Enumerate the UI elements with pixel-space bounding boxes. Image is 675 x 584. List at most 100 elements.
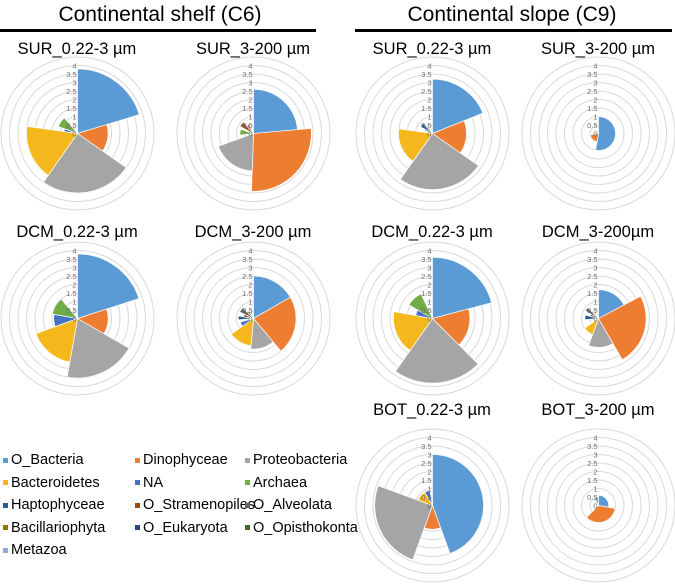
- tick-label: 2: [593, 467, 597, 476]
- polar-chart-shelf-dcm-0-22-3-m: 00.511.522.533.54: [0, 240, 156, 397]
- tick-label: 4: [72, 246, 76, 255]
- tick-label: 3.5: [242, 255, 252, 264]
- tick-label: 2.5: [421, 87, 431, 96]
- segment-proteobacteria: [218, 133, 253, 170]
- tick-label: 4: [72, 61, 76, 70]
- tick-label: 0.5: [66, 306, 76, 315]
- tick-label: 1: [248, 297, 252, 306]
- tick-label: 1: [72, 112, 76, 121]
- legend-label: O_Bacteria: [11, 452, 84, 468]
- segment-o-bacteria: [77, 253, 138, 318]
- tick-label: 0: [248, 129, 252, 138]
- legend-swatch: [135, 525, 140, 530]
- legend-item-o-opisthokonta: O_Opisthokonta: [245, 520, 358, 536]
- tick-label: 3: [248, 78, 252, 87]
- tick-label: 3.5: [587, 442, 597, 451]
- tick-label: 4: [427, 433, 431, 442]
- polar-chart-slope-sur-0-22-3-m: 00.511.522.533.54: [354, 55, 511, 212]
- tick-label: 1.5: [66, 104, 76, 113]
- legend-label: Haptophyceae: [11, 497, 105, 513]
- chart-title: BOT_3-200 µm: [513, 401, 675, 420]
- tick-label: 2: [593, 280, 597, 289]
- tick-label: 0.5: [421, 306, 431, 315]
- tick-label: 2: [427, 280, 431, 289]
- legend-item-bacteroidetes: Bacteroidetes: [3, 475, 100, 491]
- tick-label: 1: [72, 297, 76, 306]
- header-continental-slope: Continental slope (C9): [352, 3, 672, 27]
- tick-label: 3.5: [421, 255, 431, 264]
- legend-item-proteobacteria: Proteobacteria: [245, 452, 347, 468]
- tick-label: 4: [427, 246, 431, 255]
- tick-label: 1.5: [421, 104, 431, 113]
- legend-label: Bacteroidetes: [11, 475, 100, 491]
- tick-label: 0.5: [66, 121, 76, 130]
- legend-item-bacillariophyta: Bacillariophyta: [3, 520, 105, 536]
- legend-swatch: [3, 503, 8, 508]
- tick-label: 3.5: [587, 70, 597, 79]
- legend-swatch: [3, 525, 8, 530]
- tick-label: 2: [427, 95, 431, 104]
- tick-label: 0: [248, 314, 252, 323]
- tick-label: 0: [427, 314, 431, 323]
- tick-label: 0.5: [242, 121, 252, 130]
- legend-swatch: [245, 503, 250, 508]
- legend-item-o-bacteria: O_Bacteria: [3, 452, 84, 468]
- tick-label: 1.5: [66, 289, 76, 298]
- tick-label: 1: [427, 112, 431, 121]
- tick-label: 3: [427, 263, 431, 272]
- legend-swatch: [245, 480, 250, 485]
- legend-swatch: [245, 458, 250, 463]
- legend-label: O_Opisthokonta: [253, 520, 358, 536]
- tick-label: 2.5: [66, 87, 76, 96]
- polar-chart-slope-dcm-3-200-m: 00.511.522.533.54: [520, 240, 675, 397]
- polar-chart-shelf-sur-0-22-3-m: 00.511.522.533.54: [0, 55, 156, 212]
- tick-label: 0.5: [587, 121, 597, 130]
- tick-label: 0: [593, 314, 597, 323]
- tick-label: 0.5: [421, 121, 431, 130]
- tick-label: 1: [593, 484, 597, 493]
- tick-label: 3: [593, 78, 597, 87]
- tick-label: 1.5: [587, 289, 597, 298]
- segment-o-bacteria: [253, 89, 297, 133]
- tick-label: 3: [593, 450, 597, 459]
- legend-item-dinophyceae: Dinophyceae: [135, 452, 228, 468]
- legend-swatch: [135, 458, 140, 463]
- legend-swatch: [245, 525, 250, 530]
- legend-item-metazoa: Metazoa: [3, 542, 67, 558]
- tick-label: 2: [427, 467, 431, 476]
- legend-swatch: [3, 480, 8, 485]
- legend-label: Archaea: [253, 475, 307, 491]
- tick-label: 3.5: [242, 70, 252, 79]
- legend-label: Dinophyceae: [143, 452, 228, 468]
- tick-label: 2: [72, 280, 76, 289]
- chart-title: BOT_0.22-3 µm: [347, 401, 517, 420]
- tick-label: 2.5: [421, 272, 431, 281]
- header-shelf-underline: [0, 29, 316, 32]
- legend-swatch: [135, 503, 140, 508]
- tick-label: 0: [72, 129, 76, 138]
- legend-item-o-eukaryota: O_Eukaryota: [135, 520, 228, 536]
- segment-o-bacteria: [77, 68, 139, 133]
- tick-label: 2.5: [587, 272, 597, 281]
- tick-label: 0: [72, 314, 76, 323]
- tick-label: 0.5: [421, 493, 431, 502]
- polar-chart-slope-sur-3-200-m: 00.511.522.533.54: [520, 55, 675, 212]
- tick-label: 3.5: [66, 255, 76, 264]
- segment-dinophyceae: [251, 128, 311, 191]
- tick-label: 2.5: [242, 272, 252, 281]
- tick-label: 4: [593, 433, 597, 442]
- tick-label: 3.5: [421, 70, 431, 79]
- header-slope-underline: [355, 29, 672, 32]
- tick-label: 3: [72, 263, 76, 272]
- tick-label: 2.5: [421, 459, 431, 468]
- tick-label: 2: [248, 280, 252, 289]
- legend-swatch: [3, 458, 8, 463]
- tick-label: 0: [593, 501, 597, 510]
- tick-label: 3.5: [587, 255, 597, 264]
- polar-chart-slope-bot-0-22-3-m: 00.511.522.533.54: [354, 427, 511, 584]
- legend-label: O_Alveolata: [253, 497, 332, 513]
- legend-item-haptophyceae: Haptophyceae: [3, 497, 105, 513]
- tick-label: 2: [72, 95, 76, 104]
- legend-swatch: [135, 480, 140, 485]
- tick-label: 1.5: [421, 289, 431, 298]
